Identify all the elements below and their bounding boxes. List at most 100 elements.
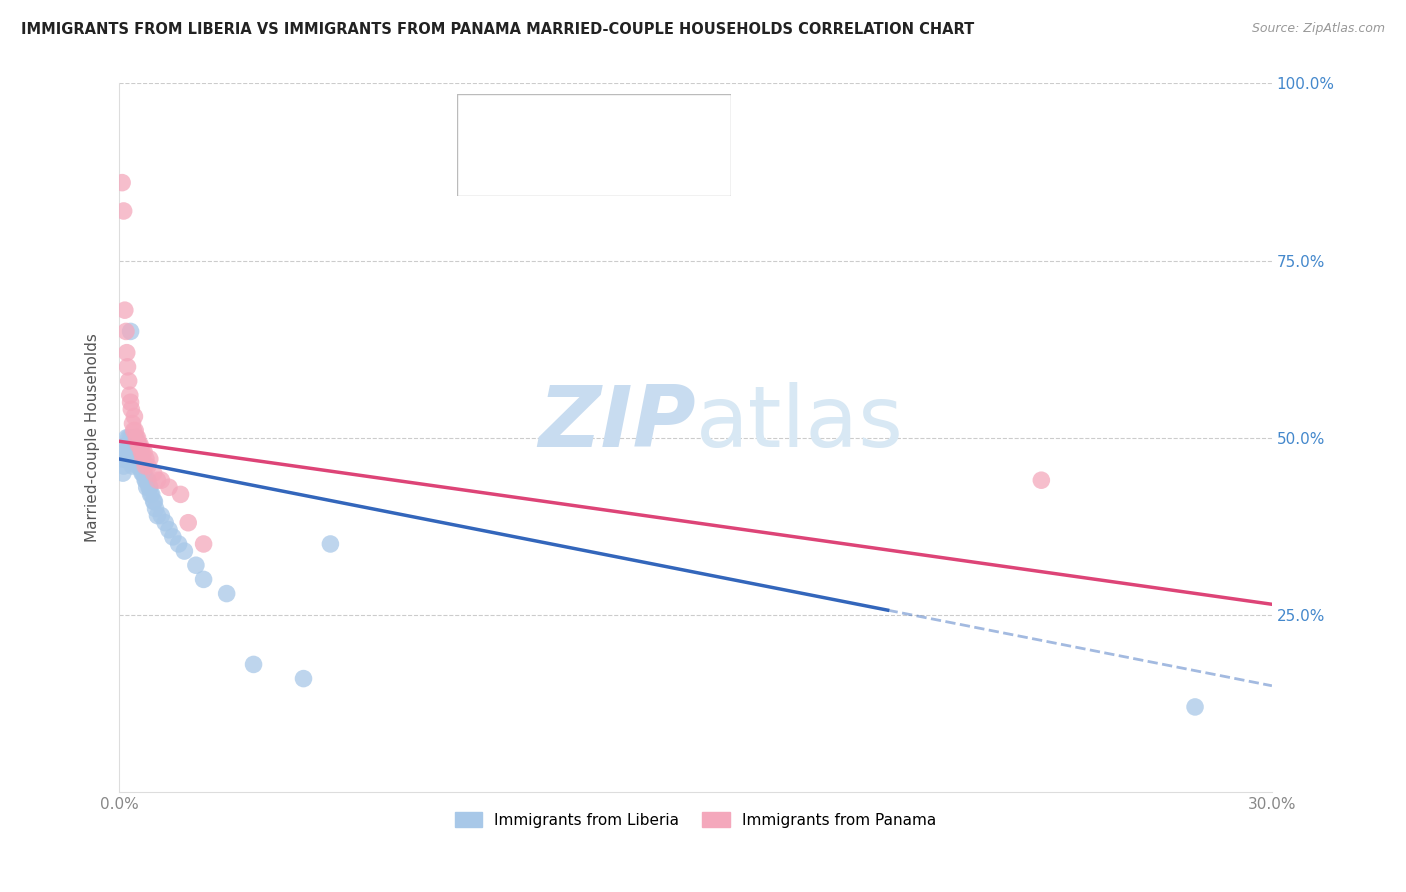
Point — [167, 537, 190, 551]
Point — [117, 445, 139, 459]
Point — [128, 458, 150, 473]
Point — [112, 458, 135, 473]
Bar — [471, 155, 506, 184]
Point — [162, 530, 184, 544]
Point — [120, 325, 142, 339]
Point — [121, 417, 143, 431]
Point — [139, 452, 162, 467]
Point — [129, 458, 152, 473]
Point — [319, 537, 342, 551]
Point — [122, 431, 145, 445]
Point — [122, 438, 145, 452]
Point — [124, 424, 146, 438]
Point — [129, 438, 152, 452]
Point — [139, 480, 162, 494]
Point — [142, 466, 165, 480]
Point — [135, 473, 157, 487]
Point — [136, 473, 159, 487]
Point — [131, 458, 153, 473]
Point — [117, 359, 139, 374]
Point — [242, 657, 264, 672]
Point — [127, 431, 149, 445]
Point — [121, 452, 143, 467]
Point — [121, 458, 143, 473]
Text: 63: 63 — [665, 116, 686, 131]
Point — [157, 523, 180, 537]
Point — [118, 374, 141, 388]
Point — [132, 466, 155, 480]
Point — [132, 445, 155, 459]
Point — [215, 586, 238, 600]
Text: N =: N = — [630, 162, 662, 178]
Point — [145, 501, 167, 516]
Point — [120, 445, 142, 459]
Point — [153, 516, 176, 530]
Point — [131, 466, 153, 480]
Point — [132, 466, 155, 480]
Text: R =: R = — [517, 116, 548, 131]
Text: N =: N = — [630, 116, 662, 131]
Point — [132, 452, 155, 467]
Point — [120, 402, 142, 417]
Point — [157, 480, 180, 494]
Point — [125, 445, 148, 459]
Point — [134, 458, 156, 473]
Point — [193, 573, 215, 587]
Point — [146, 508, 169, 523]
Point — [115, 325, 138, 339]
Point — [124, 445, 146, 459]
Point — [292, 672, 315, 686]
Text: ZIP: ZIP — [538, 382, 696, 465]
Point — [122, 424, 145, 438]
Point — [118, 445, 141, 459]
Point — [127, 452, 149, 467]
Text: R =: R = — [517, 162, 548, 178]
Point — [169, 487, 191, 501]
Point — [139, 487, 162, 501]
Point — [173, 544, 195, 558]
Text: 35: 35 — [665, 162, 686, 178]
Point — [118, 431, 141, 445]
Text: IMMIGRANTS FROM LIBERIA VS IMMIGRANTS FROM PANAMA MARRIED-COUPLE HOUSEHOLDS CORR: IMMIGRANTS FROM LIBERIA VS IMMIGRANTS FR… — [21, 22, 974, 37]
Point — [120, 431, 142, 445]
Point — [125, 431, 148, 445]
Point — [128, 438, 150, 452]
Point — [143, 494, 166, 508]
Point — [141, 487, 163, 501]
Point — [114, 303, 136, 318]
Point — [125, 452, 148, 467]
Point — [124, 438, 146, 452]
Text: atlas: atlas — [696, 382, 904, 465]
Point — [111, 452, 134, 467]
Point — [142, 494, 165, 508]
Point — [1184, 700, 1206, 714]
Point — [124, 431, 146, 445]
Point — [115, 345, 138, 359]
Point — [135, 480, 157, 494]
Point — [127, 458, 149, 473]
Point — [131, 445, 153, 459]
Point — [131, 445, 153, 459]
Point — [111, 176, 134, 190]
Point — [124, 445, 146, 459]
Point — [135, 452, 157, 467]
Point — [138, 480, 160, 494]
Legend: Immigrants from Liberia, Immigrants from Panama: Immigrants from Liberia, Immigrants from… — [449, 806, 942, 834]
Text: -0.344: -0.344 — [553, 162, 605, 178]
Point — [124, 431, 146, 445]
Y-axis label: Married-couple Households: Married-couple Households — [86, 334, 100, 542]
Point — [129, 445, 152, 459]
Point — [115, 452, 138, 467]
Point — [1031, 473, 1053, 487]
Point — [177, 516, 200, 530]
Point — [193, 537, 215, 551]
Point — [127, 438, 149, 452]
Point — [112, 204, 135, 219]
Point — [115, 431, 138, 445]
Bar — [471, 109, 506, 137]
Point — [121, 431, 143, 445]
Point — [127, 438, 149, 452]
Point — [111, 466, 134, 480]
Point — [120, 395, 142, 409]
Point — [118, 388, 141, 402]
